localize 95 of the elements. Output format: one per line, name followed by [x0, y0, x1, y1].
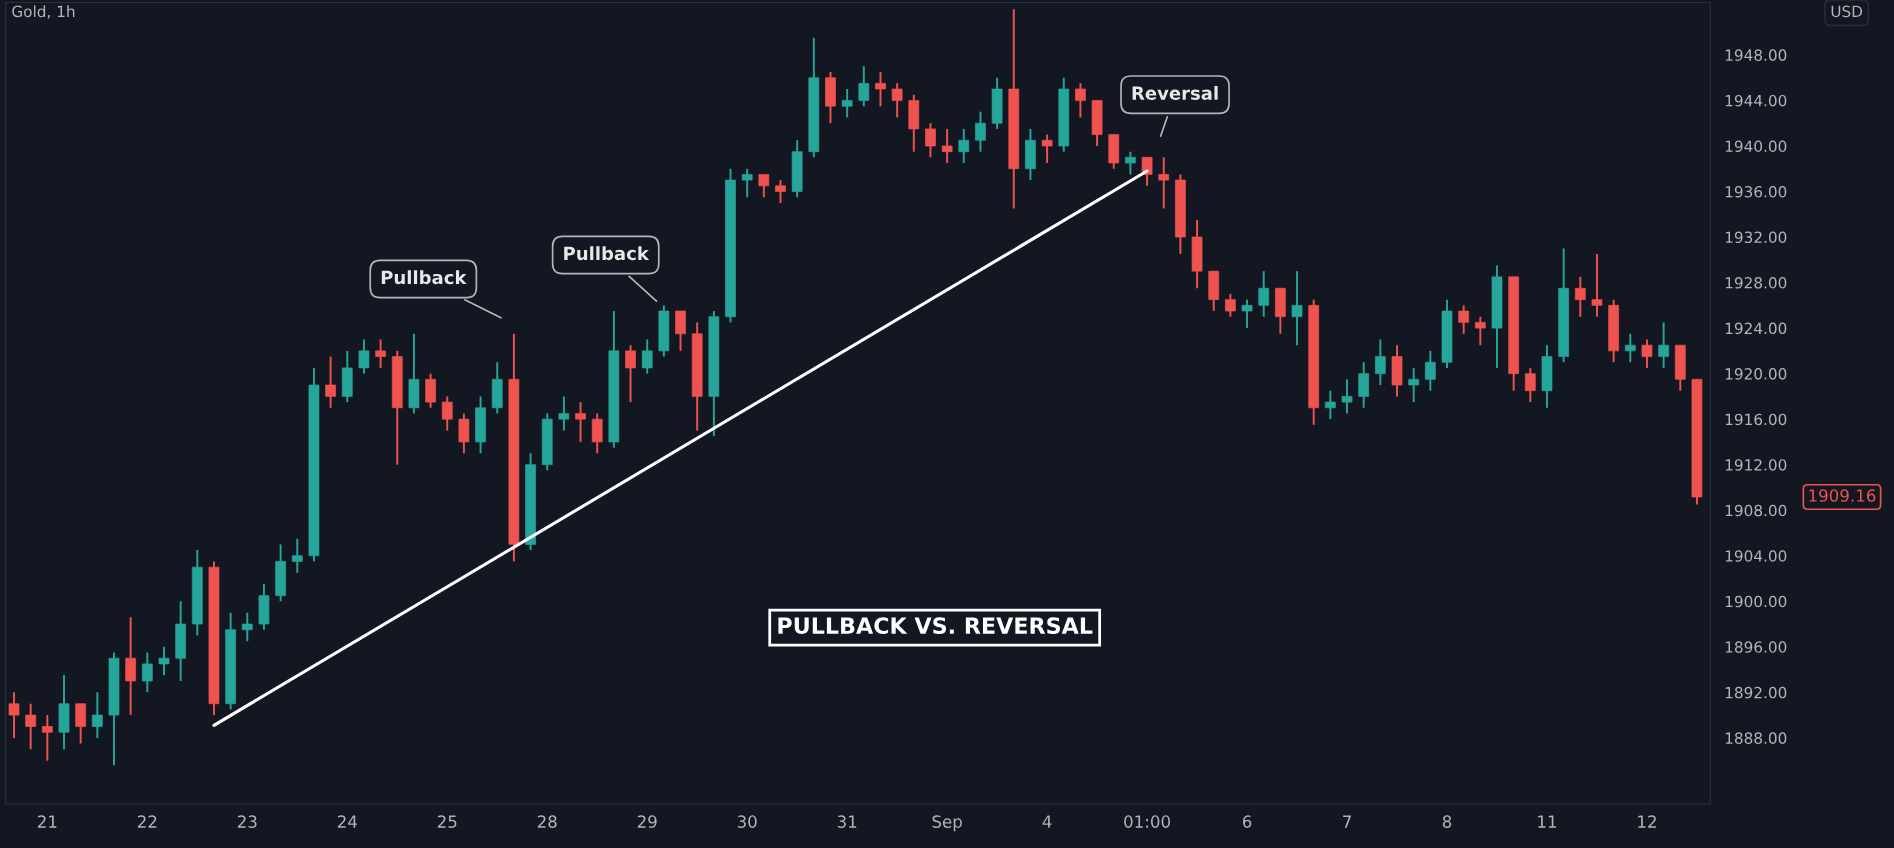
y-tick-label: 1908.00 — [1725, 504, 1787, 517]
candlestick — [1258, 270, 1270, 318]
text: USD — [1831, 5, 1863, 18]
y-tick-label: 1940.00 — [1725, 140, 1787, 152]
candlestick — [975, 110, 986, 153]
candlestick — [1408, 366, 1420, 404]
candlestick — [875, 71, 886, 108]
y-tick-label: 1936.00 — [1725, 185, 1787, 198]
candlestick — [1474, 315, 1486, 347]
candlestick — [558, 395, 570, 432]
candlestick — [75, 702, 87, 745]
candlestick — [1641, 338, 1653, 369]
y-tick-label: 1912.00 — [1725, 459, 1787, 471]
x-tick-label: 23 — [237, 815, 257, 828]
candlestick — [841, 88, 853, 119]
candlestick — [1458, 304, 1470, 335]
candlestick — [1325, 389, 1336, 421]
candlestick — [158, 645, 170, 677]
x-tick-label: 22 — [137, 815, 157, 828]
candlestick — [91, 691, 103, 739]
annotation: Pullback — [564, 246, 650, 261]
candlestick — [375, 338, 386, 369]
candlestick — [1358, 361, 1370, 409]
candlestick — [1241, 298, 1253, 330]
text: 1909.16 — [1809, 489, 1876, 502]
candlestick — [41, 714, 53, 762]
candlestick — [925, 122, 936, 159]
candlestick — [125, 616, 136, 717]
y-tick-label: 1916.00 — [1725, 413, 1787, 426]
chart-title: Gold, 1h — [12, 5, 75, 19]
candlestick — [941, 127, 953, 165]
x-tick-label: 01:00 — [1124, 815, 1170, 828]
x-tick-label: 11 — [1538, 815, 1557, 828]
candlestick — [358, 338, 370, 375]
y-tick-label: 1924.00 — [1725, 322, 1787, 335]
x-tick-label: 6 — [1242, 815, 1252, 828]
candlestick — [241, 611, 253, 643]
candlestick — [625, 344, 636, 404]
x-tick-label: 24 — [337, 815, 357, 828]
candlestick — [1291, 270, 1303, 347]
candlestick — [1375, 338, 1386, 386]
candlestick — [8, 691, 20, 739]
candlestick — [1574, 275, 1586, 318]
y-tick-label: 1896.00 — [1725, 641, 1787, 653]
candlestick — [758, 173, 770, 199]
x-tick-label: 30 — [737, 815, 757, 828]
candlestick — [291, 537, 303, 574]
candlestick — [441, 395, 453, 432]
y-tick-label: 1904.00 — [1725, 550, 1787, 562]
x-tick-label: 28 — [537, 815, 557, 828]
candlestick — [141, 651, 153, 694]
candlestick — [641, 338, 653, 375]
x-tick-label: 4 — [1042, 815, 1052, 828]
y-tick-label: 1948.00 — [1725, 49, 1787, 61]
candlestick — [1658, 321, 1669, 369]
candlestick — [1425, 349, 1436, 392]
x-tick-label: 25 — [437, 815, 457, 828]
candlestick — [1591, 253, 1603, 318]
candlestick — [775, 179, 786, 204]
candlestick — [325, 355, 336, 409]
candlestick — [458, 412, 470, 455]
candlestick — [1125, 150, 1136, 176]
x-tick-label: 12 — [1638, 815, 1656, 828]
x-tick-label: 31 — [837, 815, 857, 828]
candlestick — [958, 127, 970, 165]
candlestick — [1041, 133, 1053, 165]
candlestick — [575, 401, 586, 443]
candlestick — [591, 412, 603, 455]
candlestick — [1158, 156, 1170, 210]
y-tick-label: 1944.00 — [1725, 94, 1787, 107]
annotation: Pullback — [381, 270, 467, 285]
candlestick — [741, 167, 753, 199]
y-tick-label: 1888.00 — [1725, 732, 1787, 744]
candlestick — [675, 310, 686, 352]
candlestick — [1524, 366, 1536, 404]
x-tick-label: 29 — [637, 815, 657, 828]
y-tick-label: 1892.00 — [1725, 686, 1787, 699]
candlestick — [1341, 378, 1353, 415]
candlestick — [1624, 332, 1636, 364]
y-tick-label: 1928.00 — [1725, 277, 1787, 289]
candlestick — [891, 82, 903, 119]
annotation: PULLBACK VS. REVERSAL — [778, 617, 1093, 635]
candlestick — [858, 65, 870, 108]
annotation: Reversal — [1132, 85, 1218, 100]
x-tick-label: 21 — [37, 815, 57, 828]
y-tick-label: 1920.00 — [1725, 368, 1787, 380]
y-tick-label: 1900.00 — [1725, 595, 1787, 608]
candlestick — [25, 702, 37, 751]
candlestick — [1075, 82, 1086, 119]
candlestick — [425, 372, 436, 409]
y-tick-label: 1932.00 — [1725, 231, 1787, 244]
candlestick — [1225, 292, 1236, 318]
x-tick-label: 8 — [1442, 815, 1452, 828]
x-tick-label: 7 — [1343, 815, 1351, 828]
x-tick-label: Sep — [932, 815, 962, 832]
